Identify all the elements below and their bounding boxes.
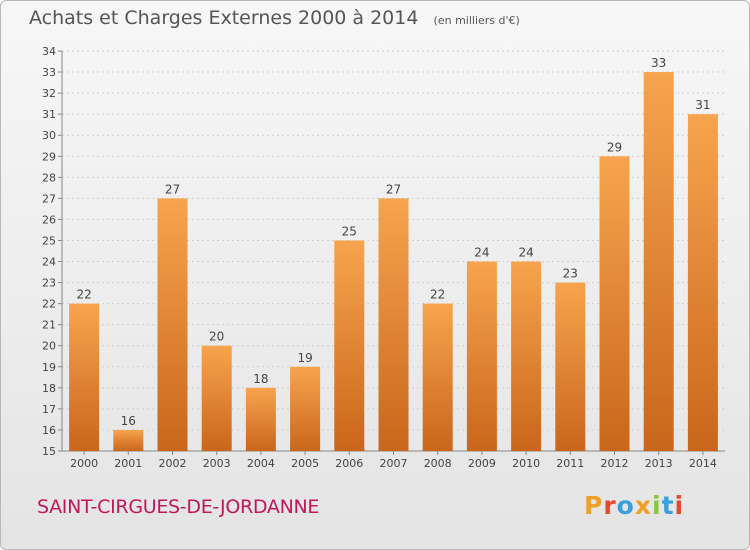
y-tick-label: 26 [42, 213, 56, 226]
data-label: 24 [518, 246, 533, 260]
chart-unit: (en milliers d'€) [433, 14, 520, 27]
logo-letter: P [584, 491, 604, 520]
bar-2013 [643, 72, 674, 451]
x-tick-label: 2004 [247, 457, 275, 470]
bar-2009 [466, 261, 497, 451]
logo-letter: r [603, 491, 617, 520]
data-label: 19 [297, 351, 312, 365]
data-label: 27 [165, 182, 180, 196]
data-label: 29 [607, 140, 622, 154]
logo-letter: x [634, 491, 652, 520]
bar-2002 [157, 198, 188, 451]
y-tick-label: 20 [42, 340, 56, 353]
y-tick-label: 29 [42, 150, 56, 163]
bar-2000 [69, 303, 100, 451]
y-tick-label: 22 [42, 298, 56, 311]
bar-2003 [201, 345, 232, 451]
data-label: 25 [342, 224, 357, 238]
y-tick-label: 34 [42, 45, 56, 58]
bar-2011 [555, 282, 586, 451]
data-label: 23 [563, 267, 578, 281]
data-label: 20 [209, 330, 224, 344]
x-tick-label: 2005 [291, 457, 319, 470]
chart-title: Achats et Charges Externes 2000 à 2014 [29, 7, 419, 29]
bar-2012 [599, 156, 630, 451]
bar-2014 [687, 114, 718, 451]
x-tick-label: 2014 [689, 457, 717, 470]
y-tick-label: 19 [42, 361, 56, 374]
data-label: 18 [253, 372, 268, 386]
y-tick-label: 21 [42, 319, 56, 332]
y-tick-label: 27 [42, 192, 56, 205]
data-label: 31 [695, 98, 710, 112]
logo-letter: t [661, 491, 675, 520]
y-tick-label: 32 [42, 87, 56, 100]
x-tick-label: 2006 [335, 457, 363, 470]
bar-2001 [113, 429, 144, 451]
x-tick-label: 2012 [601, 457, 629, 470]
logo-letter: i [652, 491, 662, 520]
x-tick-label: 2001 [114, 457, 142, 470]
x-tick-label: 2009 [468, 457, 496, 470]
y-tick-label: 28 [42, 171, 56, 184]
bar-2005 [290, 366, 321, 451]
x-tick-label: 2008 [424, 457, 452, 470]
bar-2007 [378, 198, 409, 451]
y-tick-label: 24 [42, 256, 56, 269]
y-tick-label: 15 [42, 445, 56, 458]
x-tick-label: 2013 [645, 457, 673, 470]
data-label: 27 [386, 182, 401, 196]
x-tick-label: 2003 [203, 457, 231, 470]
x-tick-label: 2010 [512, 457, 540, 470]
y-tick-label: 31 [42, 108, 56, 121]
y-tick-label: 17 [42, 403, 56, 416]
data-label: 22 [76, 288, 91, 302]
bar-2010 [511, 261, 542, 451]
y-tick-label: 18 [42, 382, 56, 395]
data-label: 33 [651, 56, 666, 70]
bars [69, 72, 718, 451]
data-label: 16 [121, 414, 136, 428]
x-tick-label: 2011 [556, 457, 584, 470]
data-label: 24 [474, 246, 489, 260]
y-tick-label: 16 [42, 424, 56, 437]
x-tick-label: 2007 [380, 457, 408, 470]
y-tick-label: 33 [42, 66, 56, 79]
x-tick-label: 2000 [70, 457, 98, 470]
y-tick-label: 30 [42, 129, 56, 142]
data-label: 22 [430, 288, 445, 302]
bar-2006 [334, 240, 365, 451]
x-tick-label: 2002 [159, 457, 187, 470]
labels: 15 16 17 18 19 20 21 22 23 24 25 26 27 28 29 30 31 32 33 34… [42, 45, 717, 470]
logo-letter: i [674, 491, 685, 520]
commune-name: SAINT-CIRGUES-DE-JORDANNE [37, 496, 320, 518]
y-tick-label: 25 [42, 234, 56, 247]
logo-letter: o [616, 491, 635, 520]
bar-2004 [245, 387, 276, 451]
bar-2008 [422, 303, 453, 451]
proxiti-logo[interactable]: Proxiti [584, 491, 684, 520]
y-tick-label: 23 [42, 277, 56, 290]
title-row: Achats et Charges Externes 2000 à 2014 (… [29, 7, 520, 29]
